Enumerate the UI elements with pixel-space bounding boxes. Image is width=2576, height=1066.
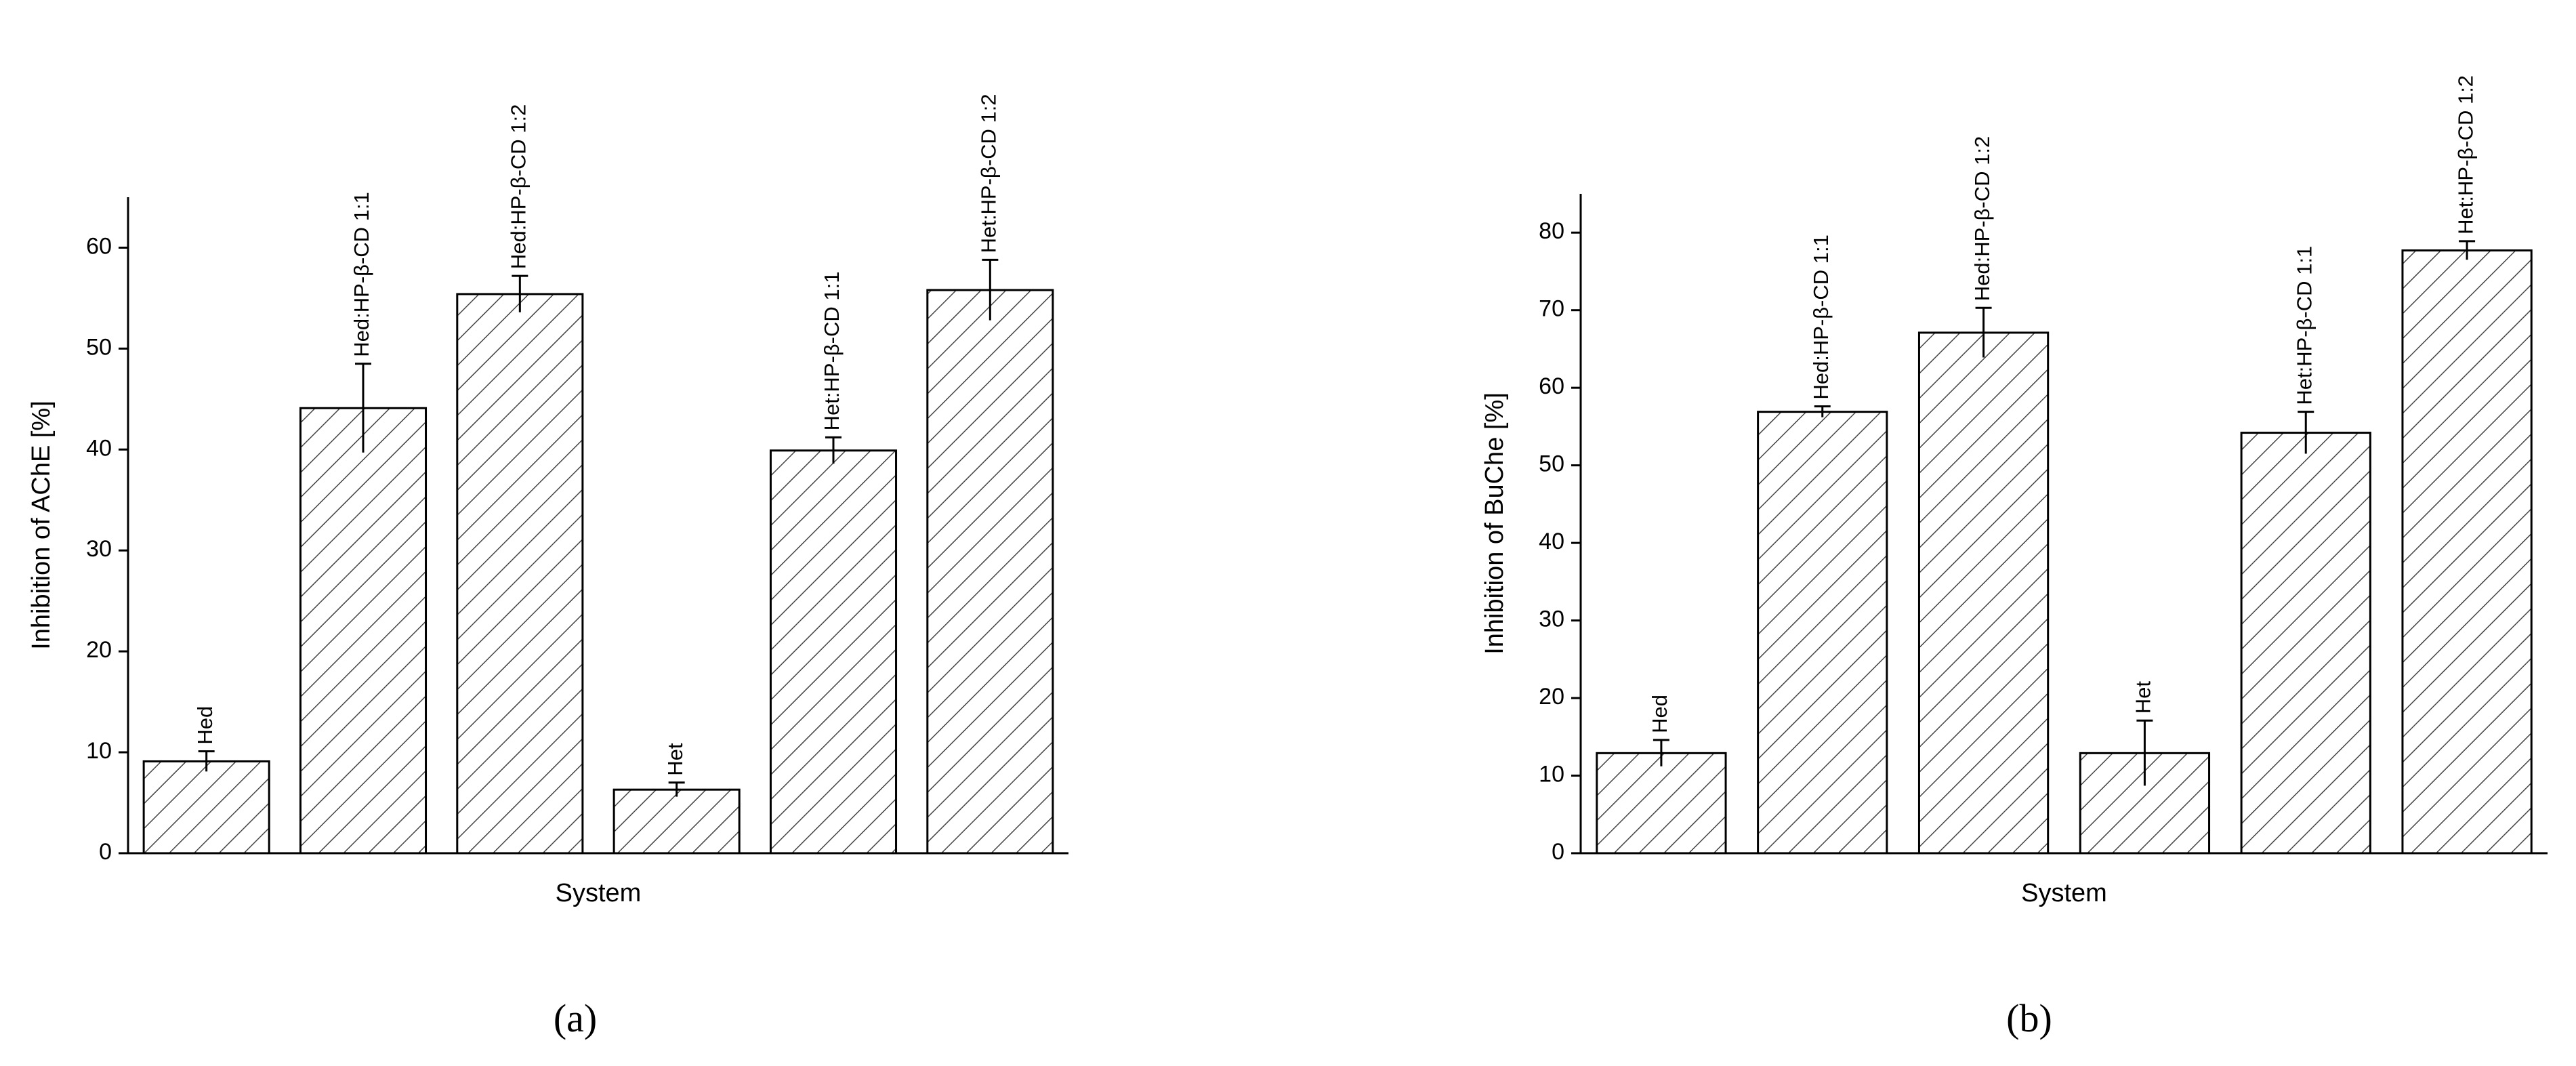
y-tick-label: 10	[86, 738, 112, 764]
bar	[1757, 411, 1888, 855]
y-tick-label: 20	[86, 637, 112, 663]
bar-annotation: Het:HP-β-CD 1:1	[820, 272, 844, 431]
bar	[299, 407, 428, 855]
bar-annotation: Hed	[193, 706, 217, 745]
bar-annotation: Hed:HP-β-CD 1:2	[1970, 136, 1994, 302]
bar-annotation: Hed:HP-β-CD 1:1	[350, 192, 373, 357]
bar	[2240, 432, 2371, 855]
bar	[142, 760, 270, 855]
bar	[926, 289, 1054, 855]
y-tick-label: 50	[1539, 451, 1564, 477]
bar	[1917, 331, 2050, 855]
y-axis-title: Inhibition of AChE [%]	[27, 401, 56, 650]
y-tick-label: 10	[1539, 762, 1564, 787]
panel-label: (a)	[554, 996, 597, 1040]
bar-annotation: Het	[663, 743, 687, 776]
x-axis-title: System	[2021, 879, 2107, 907]
panel-label: (b)	[2006, 996, 2052, 1040]
y-tick-label: 40	[1539, 529, 1564, 554]
y-tick-label: 20	[1539, 684, 1564, 710]
y-tick-label: 0	[1552, 839, 1564, 865]
bar	[2401, 249, 2533, 855]
y-tick-label: 0	[99, 839, 112, 865]
bar-annotation: Hed:HP-β-CD 1:2	[507, 104, 531, 270]
y-tick-label: 80	[1539, 218, 1564, 244]
bar	[769, 449, 898, 855]
bar-annotation: Hed	[1648, 695, 1671, 733]
y-axis-title: Inhibition of BuChe [%]	[1480, 392, 1509, 655]
bar-annotation: Het:HP-β-CD 1:1	[2292, 246, 2316, 405]
y-tick-label: 50	[86, 334, 112, 360]
y-tick-label: 30	[86, 536, 112, 562]
bar	[1596, 752, 1727, 855]
y-tick-label: 60	[1539, 373, 1564, 399]
bar-annotation: Het:HP-β-CD 1:2	[2453, 75, 2477, 234]
y-tick-label: 30	[1539, 607, 1564, 632]
y-tick-label: 60	[86, 233, 112, 259]
bar-annotation: Hed:HP-β-CD 1:1	[1809, 234, 1833, 400]
bar	[612, 788, 741, 855]
y-tick-label: 40	[86, 435, 112, 461]
bar-annotation: Het:HP-β-CD 1:2	[977, 94, 1001, 253]
bar	[456, 293, 584, 855]
bar-annotation: Het	[2132, 681, 2155, 714]
y-tick-label: 70	[1539, 296, 1564, 322]
x-axis-title: System	[556, 879, 642, 907]
